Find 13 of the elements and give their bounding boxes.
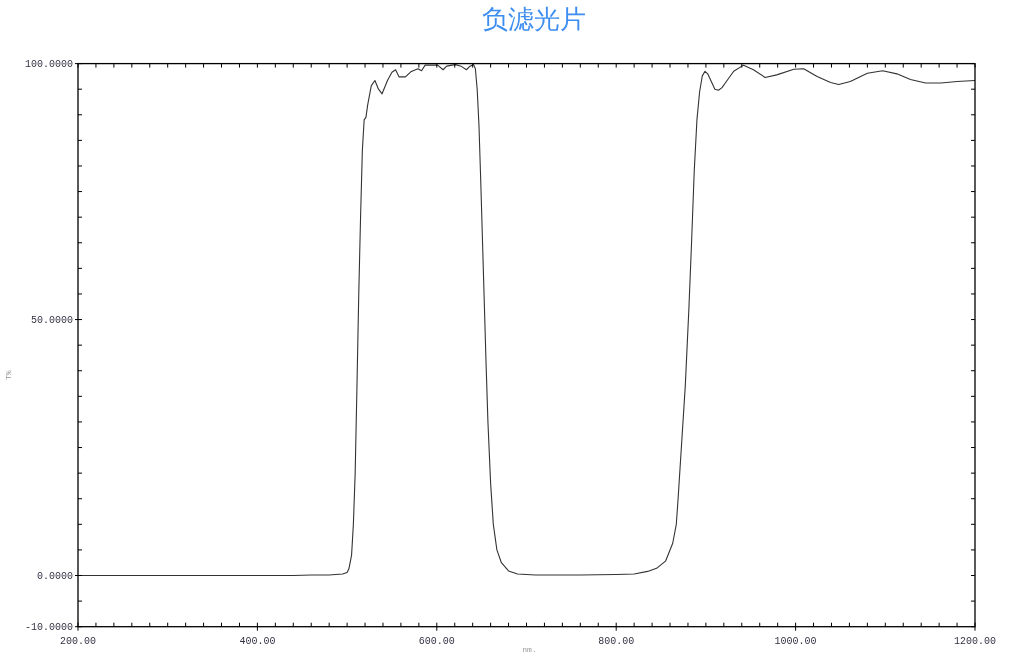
x-tick-label: 400.00 — [239, 635, 276, 647]
x-tick-label: 800.00 — [598, 635, 635, 647]
chart-title: 负滤光片 — [481, 4, 586, 34]
x-axis-title: nm. — [522, 645, 537, 654]
x-tick-label: 1200.00 — [953, 635, 997, 647]
x-tick-label: 200.00 — [59, 635, 97, 647]
y-axis-title: T% — [4, 370, 13, 380]
x-tick-label: 1000.00 — [774, 635, 817, 647]
y-tick-label: -10.0000 — [24, 622, 73, 634]
y-tick-label: 100.0000 — [24, 59, 73, 71]
x-tick-label: 600.00 — [418, 635, 455, 647]
y-tick-label: 50.0000 — [30, 315, 73, 327]
y-tick-label: 0.0000 — [36, 571, 73, 583]
